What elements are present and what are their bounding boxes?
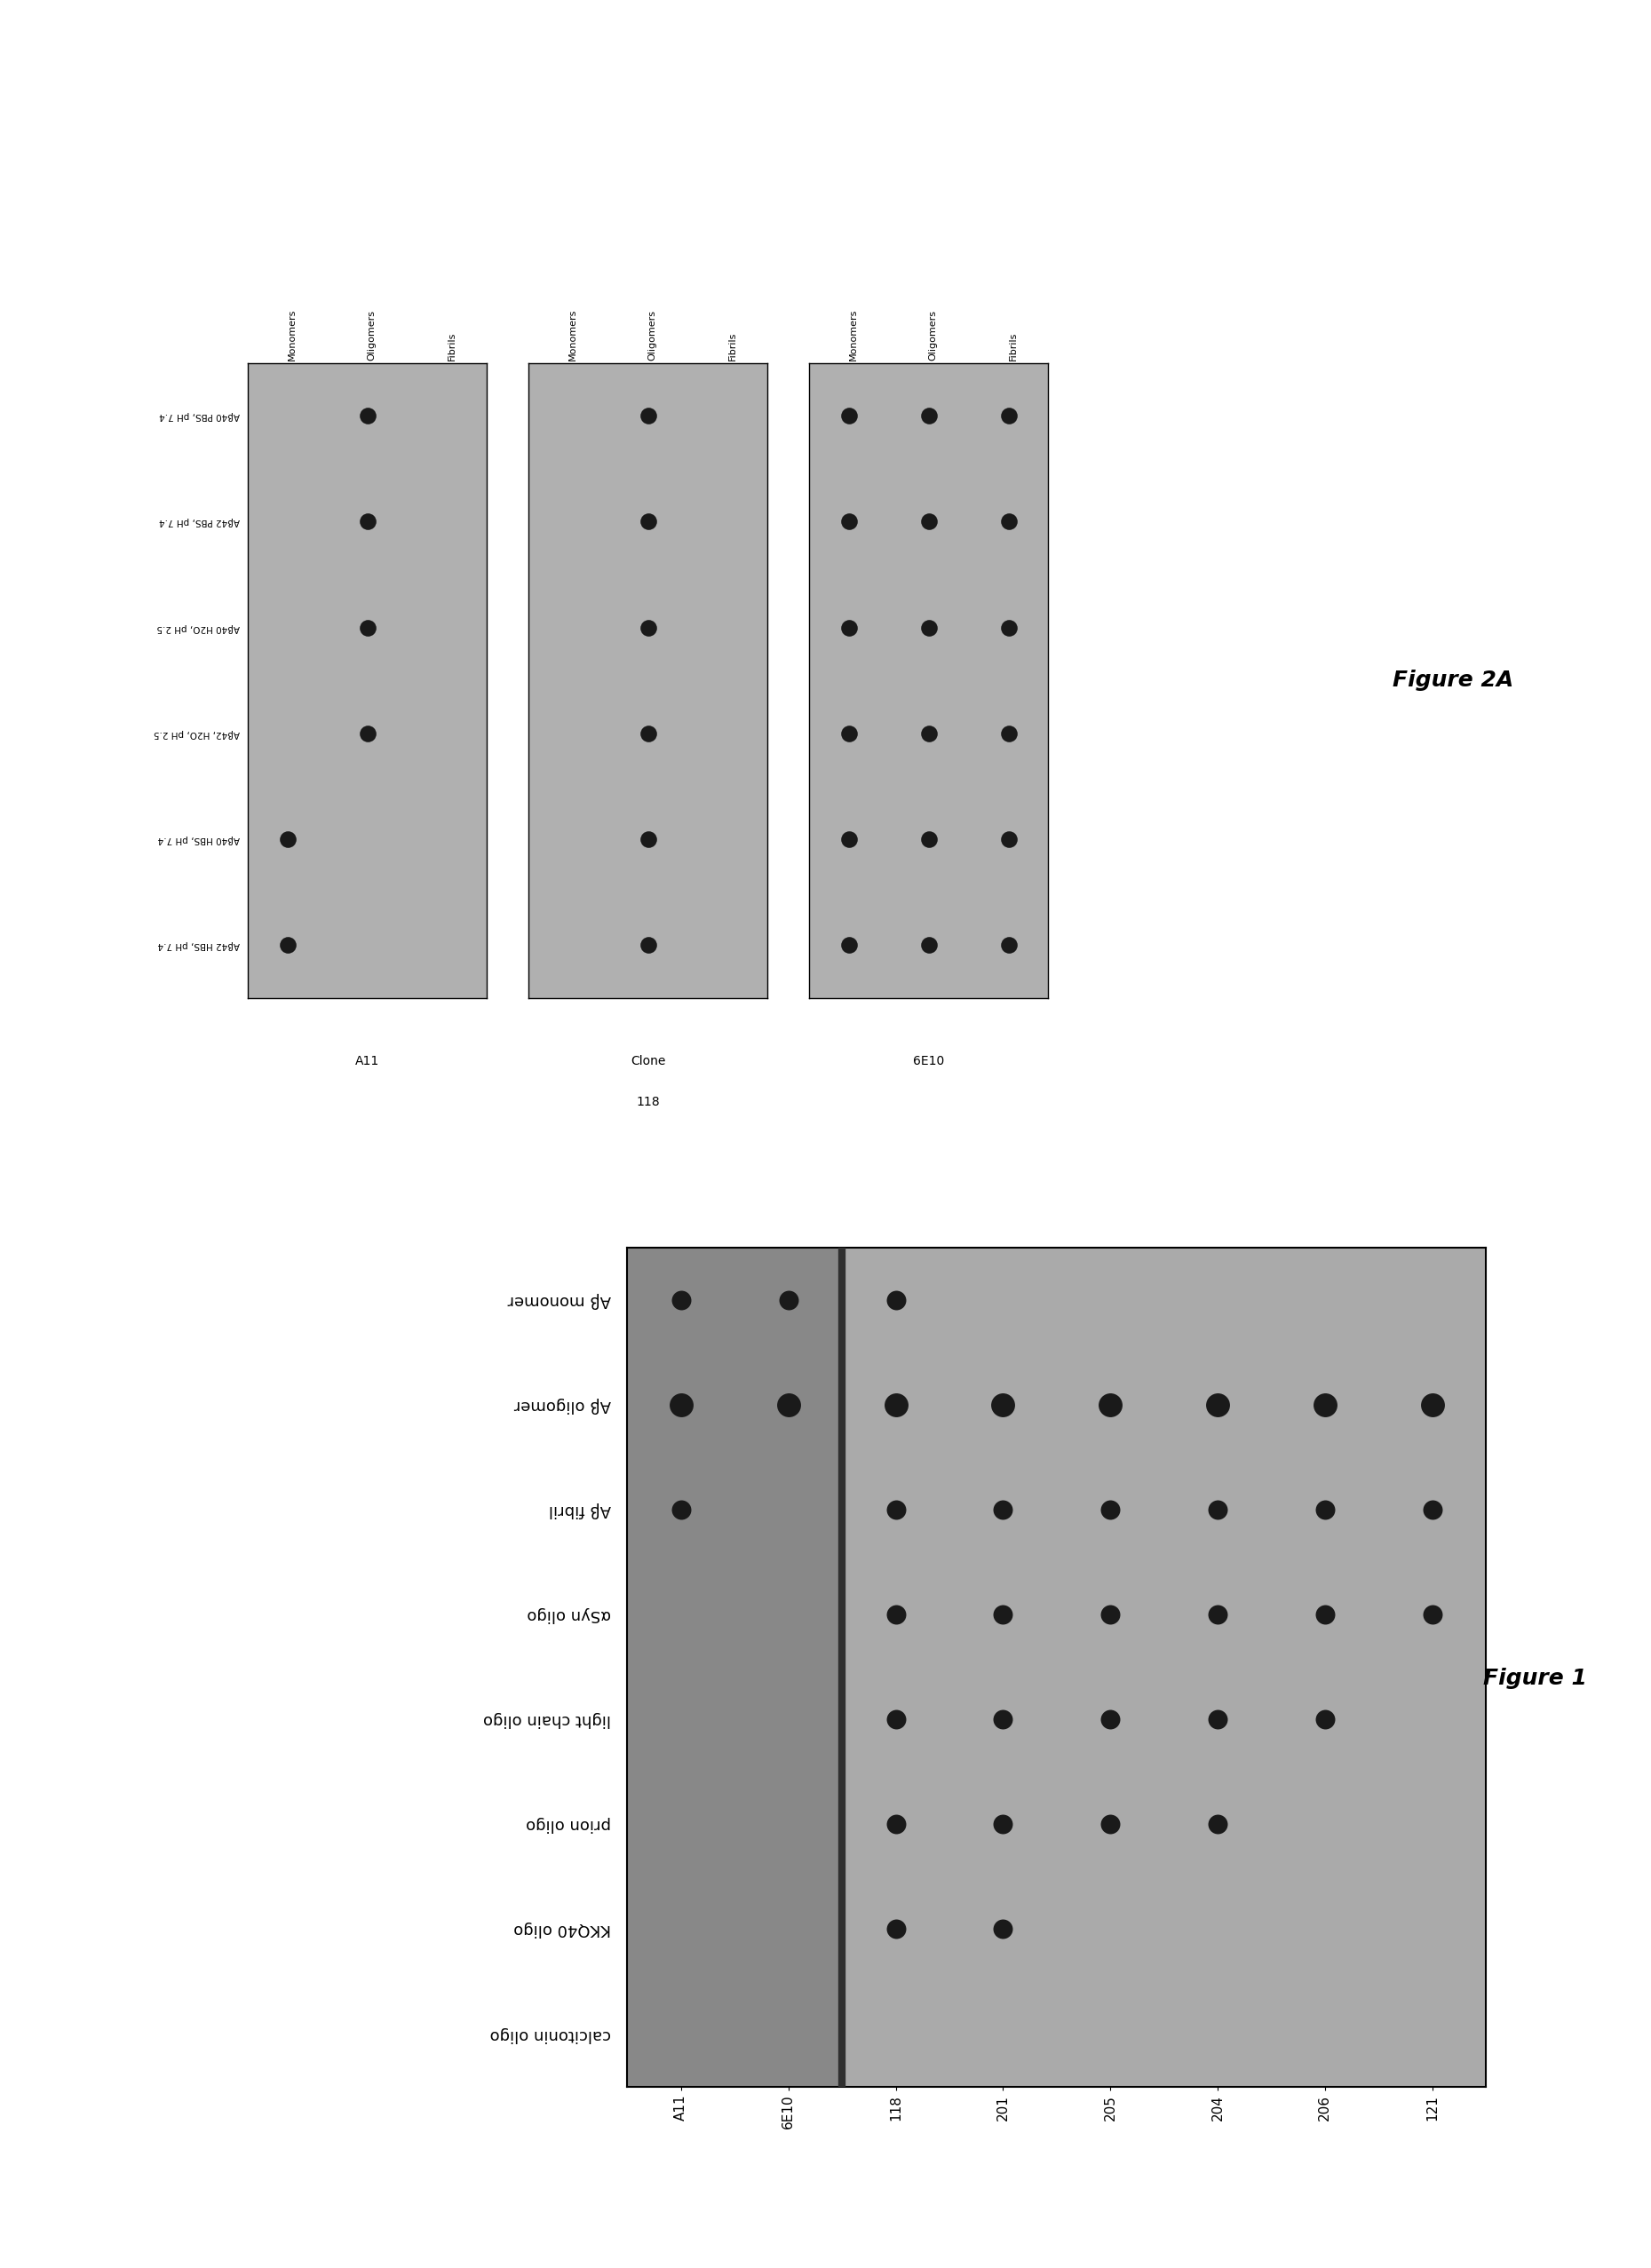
Point [996, 821, 1022, 857]
Point [1311, 1701, 1337, 1737]
Text: Aβ42 HBS, pH 7.4: Aβ42 HBS, pH 7.4 [157, 941, 239, 950]
Point [915, 821, 941, 857]
Point [835, 610, 862, 646]
Text: Aβ monomer: Aβ monomer [507, 1293, 611, 1309]
Point [1096, 1492, 1123, 1529]
Point [1204, 1386, 1230, 1422]
Point [667, 1492, 693, 1529]
Point [1096, 1701, 1123, 1737]
Point [776, 1386, 802, 1422]
Point [1420, 1492, 1446, 1529]
Text: Aβ40 HBS, pH 7.4: Aβ40 HBS, pH 7.4 [157, 835, 239, 844]
Point [835, 821, 862, 857]
Point [835, 928, 862, 964]
Point [989, 1912, 1015, 1948]
Text: calcitonin oligo: calcitonin oligo [490, 2025, 611, 2041]
Point [989, 1701, 1015, 1737]
Text: Aβ40 H2O, pH 2.5: Aβ40 H2O, pH 2.5 [157, 624, 239, 633]
Text: Aβ40 PBS, pH 7.4: Aβ40 PBS, pH 7.4 [158, 411, 239, 420]
Point [989, 1492, 1015, 1529]
Point [996, 928, 1022, 964]
Point [915, 610, 941, 646]
Text: KKQ40 oligo: KKQ40 oligo [513, 1921, 611, 1937]
Point [835, 397, 862, 433]
Text: light chain oligo: light chain oligo [484, 1712, 611, 1728]
Text: A11: A11 [355, 1055, 380, 1066]
Point [882, 1492, 908, 1529]
Point [882, 1701, 908, 1737]
Point [1096, 1597, 1123, 1633]
Point [996, 610, 1022, 646]
Text: 6E10: 6E10 [913, 1055, 944, 1066]
Point [353, 397, 380, 433]
Point [1420, 1597, 1446, 1633]
Bar [627, 1247, 842, 2087]
Text: Aβ oligomer: Aβ oligomer [513, 1397, 611, 1413]
Text: αSyn oligo: αSyn oligo [527, 1606, 611, 1622]
Point [1204, 1492, 1230, 1529]
Point [634, 714, 660, 751]
Point [1311, 1492, 1337, 1529]
Point [353, 714, 380, 751]
Point [667, 1386, 693, 1422]
Point [1204, 1597, 1230, 1633]
Point [634, 610, 660, 646]
Point [882, 1386, 908, 1422]
Point [882, 1805, 908, 1842]
Text: 118: 118 [636, 1095, 660, 1107]
Point [915, 714, 941, 751]
Point [634, 397, 660, 433]
Point [634, 928, 660, 964]
Point [989, 1805, 1015, 1842]
Point [882, 1281, 908, 1318]
Point [989, 1597, 1015, 1633]
Point [634, 821, 660, 857]
Point [1311, 1597, 1337, 1633]
Point [915, 503, 941, 540]
Point [274, 928, 300, 964]
Text: Figure 2A: Figure 2A [1392, 669, 1514, 692]
Point [667, 1281, 693, 1318]
Point [353, 610, 380, 646]
Point [1311, 1386, 1337, 1422]
Text: prion oligo: prion oligo [525, 1817, 611, 1833]
Point [989, 1386, 1015, 1422]
Point [1204, 1805, 1230, 1842]
Point [882, 1597, 908, 1633]
Point [882, 1912, 908, 1948]
Point [1096, 1805, 1123, 1842]
Point [1096, 1386, 1123, 1422]
Point [996, 714, 1022, 751]
Point [634, 503, 660, 540]
Point [835, 503, 862, 540]
Point [274, 821, 300, 857]
Text: Aβ fibril: Aβ fibril [548, 1501, 611, 1517]
Point [915, 397, 941, 433]
Point [353, 503, 380, 540]
Point [996, 397, 1022, 433]
Text: Clone: Clone [631, 1055, 665, 1066]
Point [1204, 1701, 1230, 1737]
Text: Aβ42, H2O, pH 2.5: Aβ42, H2O, pH 2.5 [154, 728, 239, 737]
Point [996, 503, 1022, 540]
Point [1420, 1386, 1446, 1422]
Text: Aβ42 PBS, pH 7.4: Aβ42 PBS, pH 7.4 [158, 517, 239, 526]
Text: Figure 1: Figure 1 [1484, 1667, 1587, 1690]
Point [776, 1281, 802, 1318]
Point [835, 714, 862, 751]
Point [915, 928, 941, 964]
